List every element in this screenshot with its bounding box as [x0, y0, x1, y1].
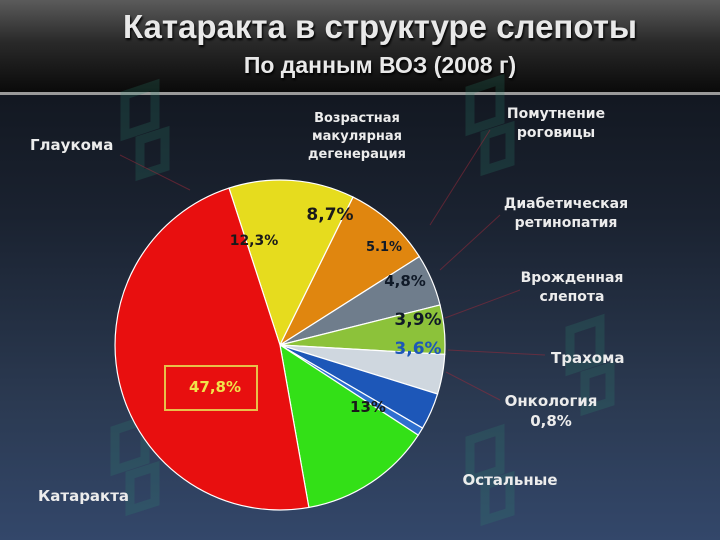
slice-value-label-1: 12,3% — [230, 233, 279, 249]
slide-title: Катаракта в структуре слепоты — [122, 8, 638, 45]
watermark-logo-3 — [565, 313, 615, 417]
slice-value-label-2: 8,7% — [306, 205, 353, 225]
category-label-congenital: Врожденная слепота — [521, 270, 624, 305]
category-label-line: слепота — [540, 289, 605, 305]
category-label-line: Трахома — [551, 349, 624, 367]
watermark-logo-2 — [465, 73, 515, 177]
pie-slices — [114, 179, 446, 511]
category-label-line: макулярная — [312, 129, 402, 144]
title-bar: Катаракта в структуре слепоты По данным … — [0, 0, 720, 95]
category-label-line: роговицы — [517, 125, 595, 141]
leader-line-5 — [447, 349, 546, 356]
leader-line-2 — [429, 129, 491, 226]
leader-line-4 — [444, 289, 521, 319]
category-label-line: дегенерация — [308, 147, 406, 162]
slice-value-label-6: 3,6% — [394, 339, 441, 359]
leader-line-1 — [119, 154, 191, 191]
category-label-line: Онкология — [505, 392, 598, 410]
category-label-other: Остальные — [462, 471, 557, 489]
leader-lines — [119, 129, 546, 401]
cataract-highlight-box — [164, 365, 258, 411]
watermark-logo-1 — [120, 78, 170, 182]
category-label-line: 0,8% — [530, 412, 572, 430]
slide-subtitle: По данным ВОЗ (2008 г) — [243, 52, 517, 78]
slice-value-label-3: 5.1% — [366, 240, 402, 255]
slice-value-label-5: 3,9% — [394, 310, 441, 330]
leader-line-3 — [439, 214, 501, 271]
watermark-logo-5 — [465, 423, 515, 527]
category-label-line: Врожденная — [521, 270, 624, 286]
category-label-line: Глаукома — [30, 136, 113, 154]
pie-slice-9 — [114, 187, 310, 511]
slice-value-label-8: 13% — [350, 398, 386, 416]
category-label-amd: Возрастная макулярная дегенерация — [308, 111, 406, 162]
category-label-line: Диабетическая — [504, 196, 628, 212]
pie-slice-2 — [278, 196, 421, 347]
category-label-cornea: Помутнение роговицы — [507, 106, 605, 141]
leader-line-6 — [445, 371, 501, 401]
category-label-line: Остальные — [462, 471, 557, 489]
category-label-line: Помутнение — [507, 106, 605, 122]
slice-value-label-4: 4,8% — [384, 272, 426, 290]
category-label-trachoma: Трахома — [551, 349, 624, 367]
category-label-oncology: Онкология 0,8% — [505, 392, 598, 430]
category-label-line: ретинопатия — [515, 215, 618, 231]
pie-slice-8 — [279, 343, 420, 509]
category-labels: Глаукома Возрастная макулярная дегенерация П… — [30, 106, 628, 505]
slice-labels: 12,3% 8,7% 5.1% 4,8% 3,9% 3,6% 13% 47,8% — [189, 205, 442, 416]
category-label-line: Катаракта — [38, 487, 129, 505]
pie-slice-1 — [228, 179, 354, 347]
category-label-cataract: Катаракта — [38, 487, 129, 505]
watermark-logos — [110, 73, 615, 527]
category-label-glaucoma: Глаукома — [30, 136, 113, 154]
slice-value-label-9: 47,8% — [189, 378, 241, 396]
category-label-diabetic: Диабетическая ретинопатия — [504, 196, 628, 231]
category-label-line: Возрастная — [314, 111, 400, 126]
